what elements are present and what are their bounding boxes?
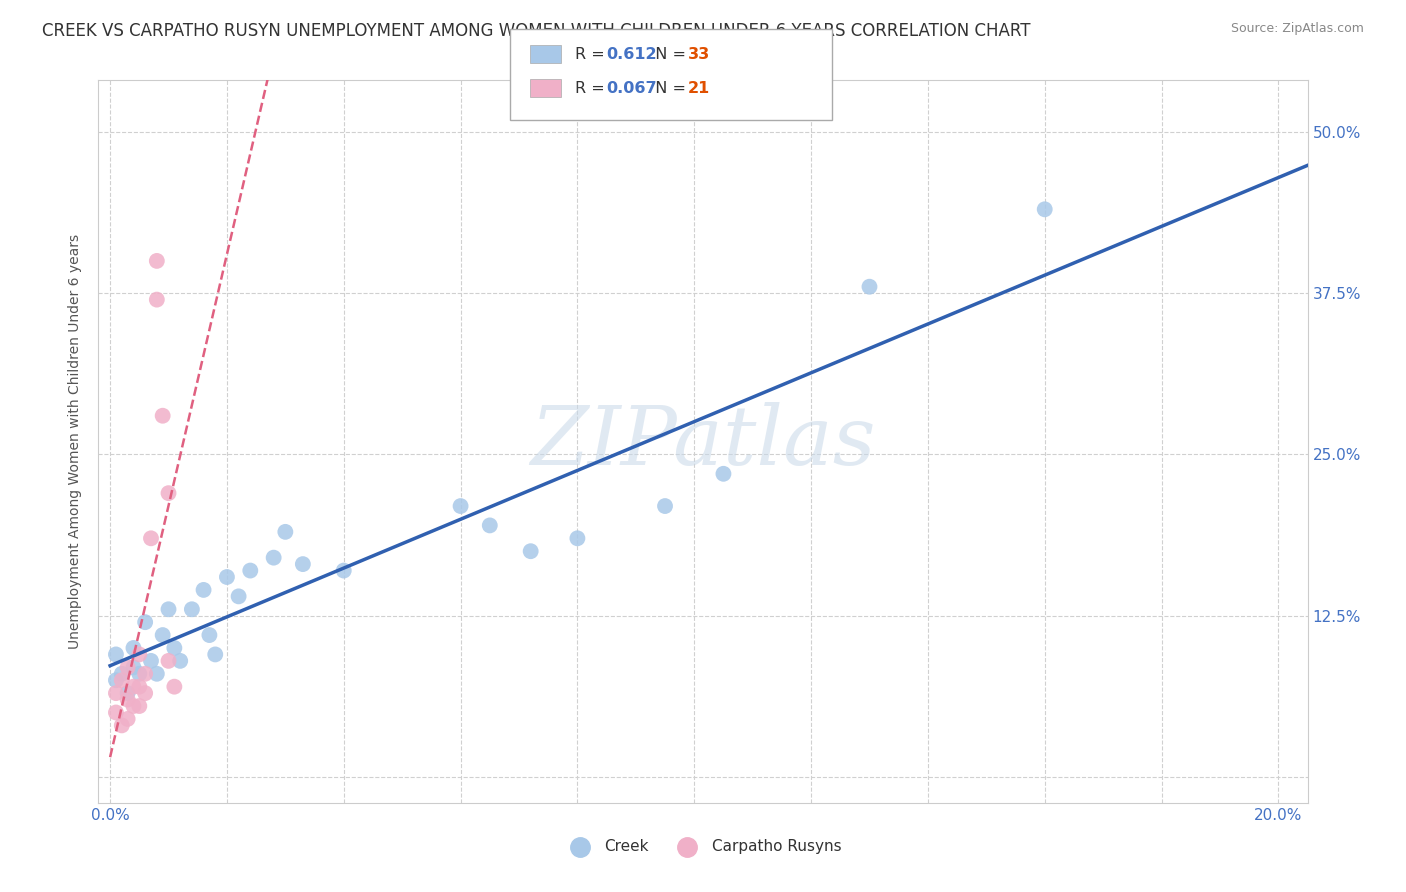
Point bbox=[134, 686, 156, 700]
Point bbox=[104, 686, 127, 700]
Point bbox=[122, 640, 145, 655]
Point bbox=[157, 602, 180, 616]
Point bbox=[134, 615, 156, 630]
Point bbox=[117, 686, 139, 700]
Point bbox=[104, 706, 127, 720]
Point bbox=[713, 467, 735, 481]
Point bbox=[104, 673, 127, 688]
Point bbox=[111, 673, 134, 688]
Point bbox=[519, 544, 541, 558]
Point bbox=[139, 654, 162, 668]
Point bbox=[146, 666, 169, 681]
Point bbox=[1033, 202, 1056, 217]
Point bbox=[478, 518, 501, 533]
Point bbox=[450, 499, 472, 513]
Point bbox=[332, 564, 354, 578]
Point bbox=[169, 654, 191, 668]
Point bbox=[122, 680, 145, 694]
Text: CREEK VS CARPATHO RUSYN UNEMPLOYMENT AMONG WOMEN WITH CHILDREN UNDER 6 YEARS COR: CREEK VS CARPATHO RUSYN UNEMPLOYMENT AMO… bbox=[42, 22, 1031, 40]
Point bbox=[291, 557, 314, 571]
Point bbox=[274, 524, 297, 539]
Text: N =: N = bbox=[645, 47, 692, 62]
Text: N =: N = bbox=[645, 81, 692, 95]
Point bbox=[146, 293, 169, 307]
Point bbox=[654, 499, 676, 513]
Point bbox=[128, 648, 150, 662]
Point bbox=[104, 648, 127, 662]
Point bbox=[117, 692, 139, 706]
Point bbox=[117, 712, 139, 726]
Point bbox=[157, 486, 180, 500]
Point bbox=[163, 640, 186, 655]
Point bbox=[858, 279, 880, 293]
Point bbox=[567, 531, 589, 545]
Point bbox=[128, 666, 150, 681]
Text: R =: R = bbox=[575, 81, 610, 95]
Point bbox=[111, 666, 134, 681]
Text: 33: 33 bbox=[688, 47, 710, 62]
Point bbox=[146, 254, 169, 268]
Text: R =: R = bbox=[575, 47, 610, 62]
Point bbox=[134, 666, 156, 681]
Legend: Creek, Carpatho Rusyns: Creek, Carpatho Rusyns bbox=[558, 833, 848, 860]
Text: 0.067: 0.067 bbox=[606, 81, 657, 95]
Point bbox=[228, 590, 250, 604]
Point bbox=[122, 699, 145, 714]
Point bbox=[193, 582, 215, 597]
Point bbox=[122, 660, 145, 674]
Point bbox=[198, 628, 221, 642]
Point bbox=[180, 602, 202, 616]
Point bbox=[111, 718, 134, 732]
Point bbox=[152, 409, 174, 423]
Y-axis label: Unemployment Among Women with Children Under 6 years: Unemployment Among Women with Children U… bbox=[69, 234, 83, 649]
Point bbox=[263, 550, 285, 565]
Point bbox=[204, 648, 226, 662]
Point bbox=[239, 564, 262, 578]
Text: 21: 21 bbox=[688, 81, 710, 95]
Text: 0.612: 0.612 bbox=[606, 47, 657, 62]
Point bbox=[117, 660, 139, 674]
Point bbox=[163, 680, 186, 694]
Text: ZIPatlas: ZIPatlas bbox=[530, 401, 876, 482]
Text: Source: ZipAtlas.com: Source: ZipAtlas.com bbox=[1230, 22, 1364, 36]
Point bbox=[157, 654, 180, 668]
Point bbox=[128, 680, 150, 694]
Point bbox=[215, 570, 238, 584]
Point bbox=[139, 531, 162, 545]
Point bbox=[152, 628, 174, 642]
Point bbox=[128, 699, 150, 714]
